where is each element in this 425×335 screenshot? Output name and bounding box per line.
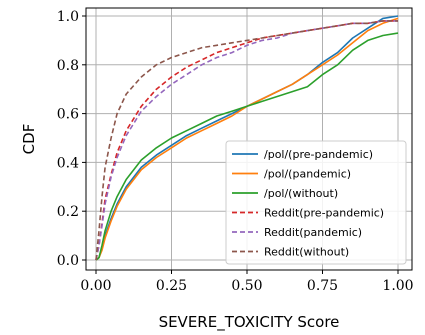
series-line-5 [95,20,398,261]
x-tick-label: 0.75 [307,278,338,294]
legend-label-6: Reddit(without) [264,246,349,259]
legend-label-1: /pol/(pre-pandemic) [264,148,373,161]
x-tick-label: 0.00 [80,278,111,294]
series-line-6 [95,20,398,261]
series-lines [95,15,399,261]
legend-label-4: Reddit(pre-pandemic) [264,207,384,220]
y-tick-label: 1.0 [57,9,79,25]
legend-box [225,140,407,265]
series-line-2 [95,17,399,261]
legend-label-2: /pol/(pandemic) [264,168,351,181]
y-tick-label: 0.2 [57,204,79,220]
y-tick-label: 0.4 [57,155,79,171]
legend-label-5: Reddit(pandemic) [264,226,362,239]
x-tick-label: 0.50 [231,278,262,294]
y-tick-label: 0.6 [57,107,79,123]
y-tick-label: 0.0 [57,253,79,269]
legend: /pol/(pre-pandemic) /pol/(pandemic) /pol/(… [225,140,407,265]
x-axis-label: SEVERE_TOXICITY Score [159,313,340,332]
y-tick-label: 0.8 [57,58,79,74]
plot-area [85,7,413,271]
x-tick-label: 0.25 [156,278,187,294]
series-line-1 [95,15,399,261]
axis-ticks: 0.00 0.25 0.50 0.75 1.00 0.0 0.2 0.4 0.6 0.8 1.0 [57,9,414,294]
series-line-3 [95,32,399,261]
y-axis-label: CDF [20,124,38,155]
legend-label-3: /pol/(without) [264,187,338,200]
x-tick-label: 1.00 [382,278,413,294]
